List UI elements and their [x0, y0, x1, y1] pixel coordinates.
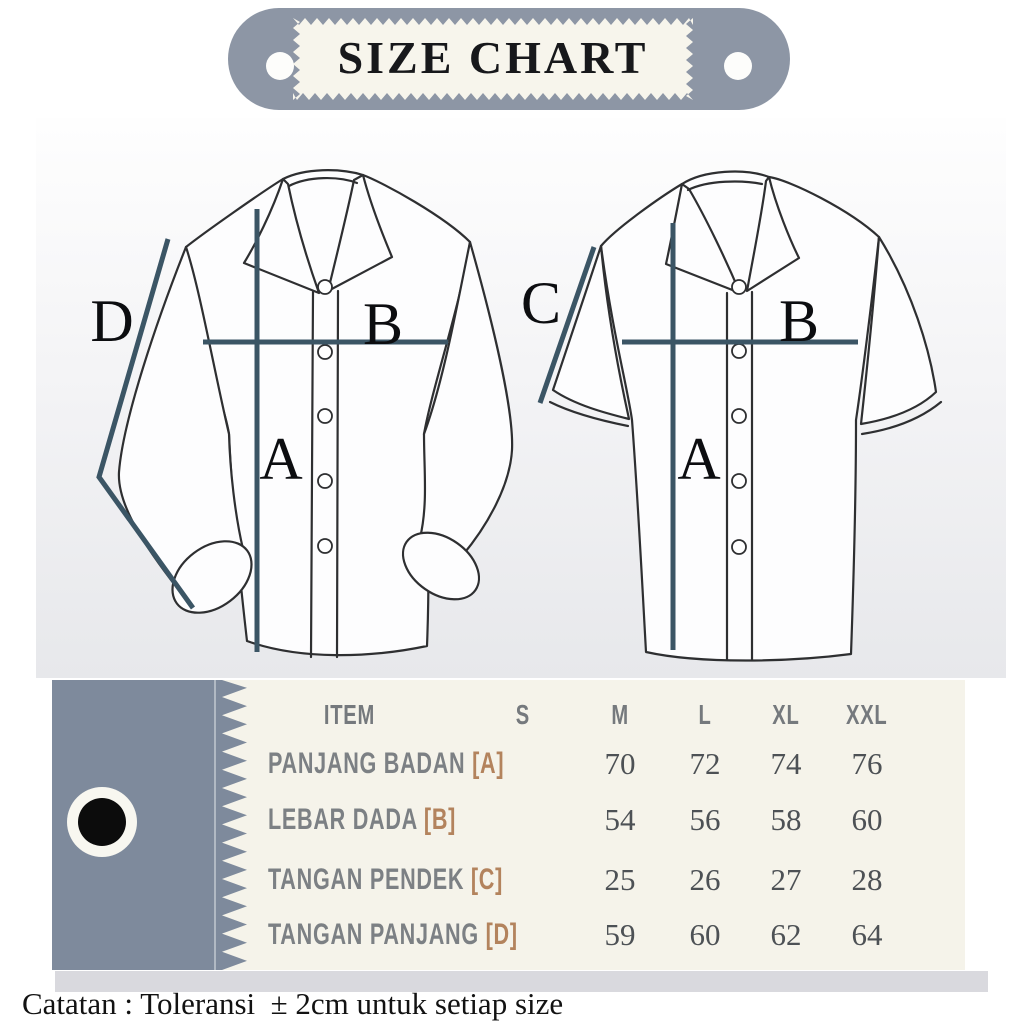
- page-title: SIZE CHART: [337, 32, 649, 83]
- cell-m: 54: [604, 802, 636, 837]
- column-header-xxl: XXL: [846, 699, 888, 730]
- row-label: TANGAN PANJANG [D]: [268, 918, 518, 951]
- cell-l: 60: [689, 917, 721, 952]
- cell-l: 56: [689, 802, 721, 837]
- column-header-m: M: [611, 699, 629, 730]
- tag-hole-left-icon: [266, 52, 294, 80]
- table-row: LEBAR DADA [B] 54 56 58 60: [0, 800, 1024, 840]
- column-header-item: ITEM: [323, 699, 375, 730]
- illustration-background: [36, 118, 1006, 678]
- header-tag-label: SIZE CHART: [293, 18, 693, 100]
- cell-m: 70: [604, 746, 636, 781]
- size-table-header-row: ITEM S M L XL XXL: [0, 695, 1024, 735]
- column-header-s: S: [515, 699, 531, 730]
- cell-l: 26: [689, 862, 721, 897]
- cell-xxl: 28: [851, 862, 883, 897]
- tag-hole-icon: [67, 787, 137, 857]
- row-label: TANGAN PENDEK [C]: [268, 863, 504, 896]
- table-row: TANGAN PENDEK [C] 25 26 27 28: [0, 860, 1024, 900]
- cell-xxl: 64: [851, 917, 883, 952]
- side-panel-fold-line: [214, 680, 216, 970]
- row-label: LEBAR DADA [B]: [268, 803, 457, 836]
- tolerance-note: Catatan : Toleransi ± 2cm untuk setiap s…: [22, 986, 564, 1021]
- cell-xxl: 60: [851, 802, 883, 837]
- column-header-l: L: [698, 699, 712, 730]
- size-table: [222, 680, 965, 970]
- cell-l: 72: [689, 746, 721, 781]
- cell-xxl: 76: [851, 746, 883, 781]
- header-tag: SIZE CHART: [228, 8, 790, 110]
- cell-m: 59: [604, 917, 636, 952]
- cell-xl: 27: [770, 862, 802, 897]
- tag-hole-dot-icon: [78, 798, 126, 846]
- row-label: PANJANG BADAN [A]: [268, 747, 505, 780]
- tag-hole-right-icon: [724, 52, 752, 80]
- cell-m: 25: [604, 862, 636, 897]
- table-row: PANJANG BADAN [A] 70 72 74 76: [0, 744, 1024, 784]
- cell-xl: 74: [770, 746, 802, 781]
- column-header-xl: XL: [772, 699, 800, 730]
- table-row: TANGAN PANJANG [D] 59 60 62 64: [0, 915, 1024, 955]
- cell-xl: 62: [770, 917, 802, 952]
- cell-xl: 58: [770, 802, 802, 837]
- tag-bottom-shadow: [55, 971, 988, 992]
